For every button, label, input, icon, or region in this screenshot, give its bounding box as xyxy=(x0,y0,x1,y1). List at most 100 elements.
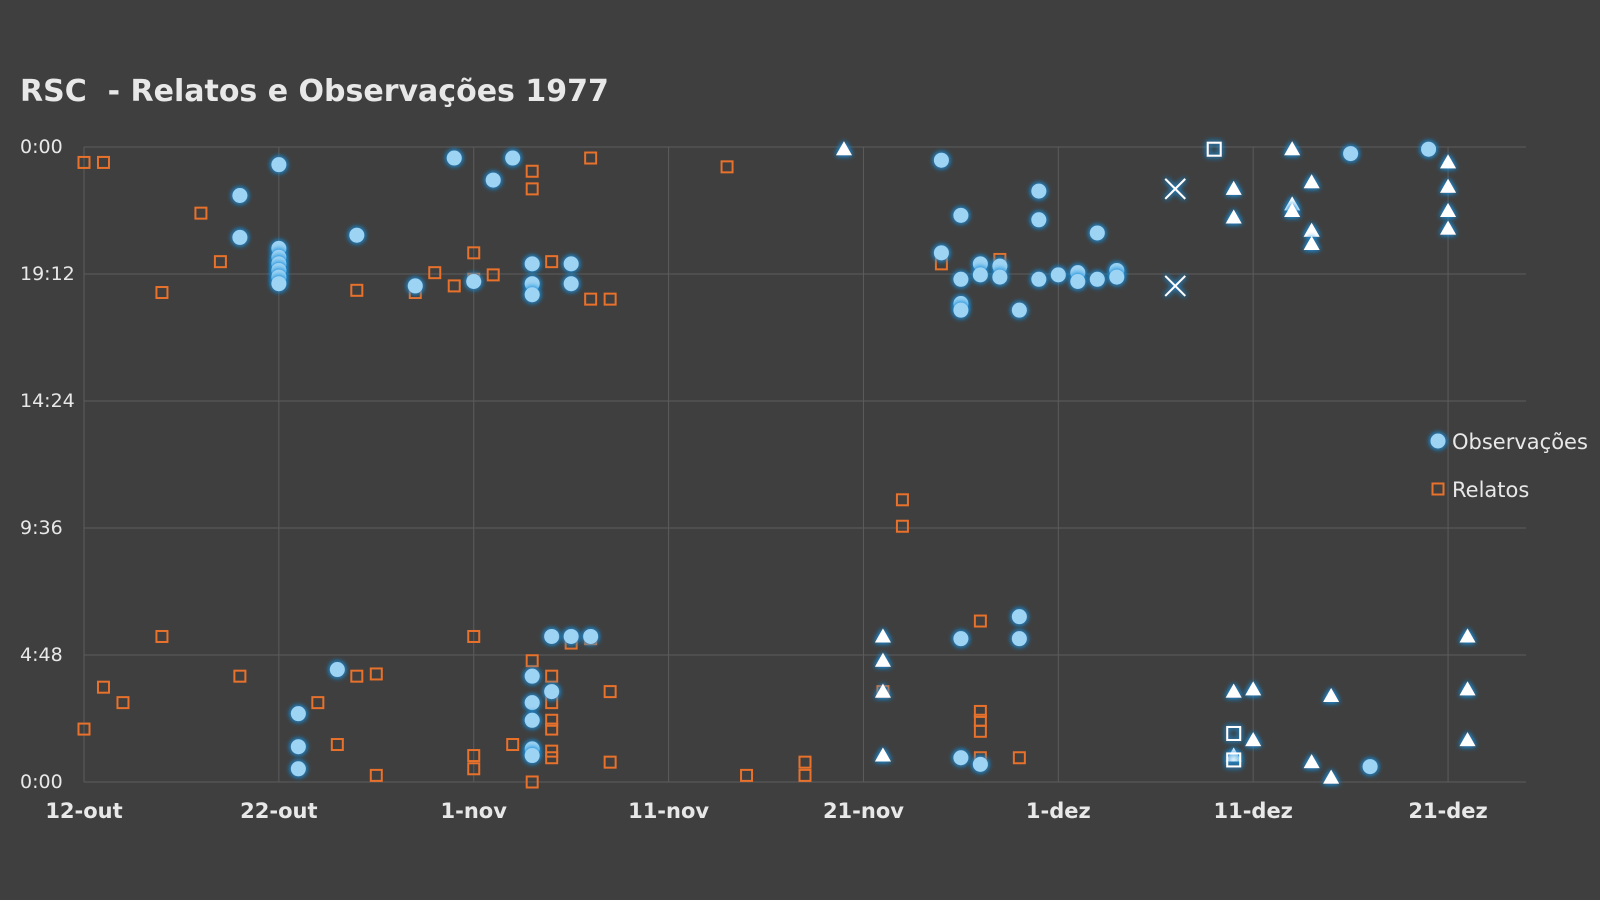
observacao-point xyxy=(953,631,969,647)
relato-point xyxy=(545,722,559,736)
observacao-point xyxy=(524,287,540,303)
y-tick-label: 0:00 xyxy=(20,136,63,158)
observacao-point xyxy=(232,188,248,204)
relato-point xyxy=(467,762,481,776)
relato-point xyxy=(525,182,539,196)
observacao-point xyxy=(290,706,306,722)
x-tick-label: 1-nov xyxy=(441,799,508,823)
triangle-point xyxy=(835,141,852,156)
observacao-point xyxy=(972,267,988,283)
relato-point xyxy=(584,292,598,306)
chart-title: RSC - Relatos e Observações 1977 xyxy=(20,74,609,109)
relato-point xyxy=(350,283,364,297)
observacao-point xyxy=(563,628,579,644)
relato-point xyxy=(603,755,617,769)
triangle-point xyxy=(1303,754,1320,769)
triangle-point xyxy=(1245,681,1262,696)
y-tick-label: 19:12 xyxy=(20,263,75,285)
observacao-point xyxy=(933,152,949,168)
relato-point xyxy=(194,206,208,220)
relato-point xyxy=(369,667,383,681)
relato-point xyxy=(155,629,169,643)
observacao-point xyxy=(953,271,969,287)
observacao-point xyxy=(563,276,579,292)
observacao-point xyxy=(1011,631,1027,647)
observacao-point xyxy=(544,628,560,644)
relato-point xyxy=(1431,482,1445,496)
y-tick-label: 0:00 xyxy=(20,771,63,793)
observacao-point xyxy=(953,302,969,318)
triangle-point xyxy=(1303,222,1320,237)
observacao-point xyxy=(933,245,949,261)
triangle-point xyxy=(1245,732,1262,747)
observacao-point xyxy=(953,750,969,766)
observacao-point xyxy=(524,256,540,272)
x-point xyxy=(1164,178,1186,200)
x-tick-label: 12-out xyxy=(45,799,122,823)
observacao-point xyxy=(524,695,540,711)
observacao-point xyxy=(329,662,345,678)
observacao-point xyxy=(1070,273,1086,289)
relato-point xyxy=(545,669,559,683)
y-tick-label: 14:24 xyxy=(20,390,75,412)
x-tick-label: 1-dez xyxy=(1026,799,1091,823)
x-tick-label: 21-dez xyxy=(1408,799,1487,823)
relato-point xyxy=(116,696,130,710)
x-tick-label: 11-dez xyxy=(1213,799,1292,823)
axes: 0:00 4:48 9:36 14:24 19:12 0:00 12-out 22-out 1-… xyxy=(20,136,1488,823)
white-square-point xyxy=(1226,725,1242,741)
observacao-point xyxy=(407,278,423,294)
observacao-point xyxy=(953,207,969,223)
relato-point xyxy=(1012,751,1026,765)
observacao-point xyxy=(1011,609,1027,625)
observacao-point xyxy=(232,229,248,245)
observacao-point xyxy=(524,668,540,684)
observacao-point xyxy=(271,276,287,292)
relato-point xyxy=(467,629,481,643)
series-observacoes xyxy=(232,141,1437,777)
relato-point xyxy=(798,768,812,782)
observacao-point xyxy=(1421,141,1437,157)
relato-point xyxy=(233,669,247,683)
series-extra-markers xyxy=(835,141,1476,784)
relato-point xyxy=(447,279,461,293)
observacao-point xyxy=(466,273,482,289)
observacao-point xyxy=(524,748,540,764)
relato-point xyxy=(973,724,987,738)
triangle-point xyxy=(1440,202,1457,217)
relato-point xyxy=(545,751,559,765)
observacao-point xyxy=(485,172,501,188)
observacao-point xyxy=(271,157,287,173)
relato-point xyxy=(584,151,598,165)
observacao-point xyxy=(1050,267,1066,283)
relato-point xyxy=(973,704,987,718)
triangle-point xyxy=(1323,769,1340,784)
relato-point xyxy=(895,519,909,533)
observacao-point xyxy=(1031,212,1047,228)
observacao-point xyxy=(1109,269,1125,285)
triangle-point xyxy=(874,747,891,762)
legend: Observações Relatos xyxy=(1430,430,1588,502)
relato-point xyxy=(740,768,754,782)
triangle-point xyxy=(1459,681,1476,696)
relato-point xyxy=(77,722,91,736)
observacao-point xyxy=(524,276,540,292)
triangle-point xyxy=(1323,688,1340,703)
relato-point xyxy=(525,775,539,789)
x-tick-label: 11-nov xyxy=(628,799,709,823)
relato-point xyxy=(350,669,364,683)
observacao-point xyxy=(446,150,462,166)
triangle-point xyxy=(1284,141,1301,156)
x-tick-label: 22-out xyxy=(240,799,317,823)
observacao-point xyxy=(992,258,1008,274)
triangle-point xyxy=(874,683,891,698)
relato-point xyxy=(330,738,344,752)
triangle-point xyxy=(1225,747,1242,762)
observacao-point xyxy=(1031,271,1047,287)
observacao-point xyxy=(290,739,306,755)
relato-point xyxy=(467,749,481,763)
triangle-point xyxy=(1225,683,1242,698)
observacao-point xyxy=(992,269,1008,285)
